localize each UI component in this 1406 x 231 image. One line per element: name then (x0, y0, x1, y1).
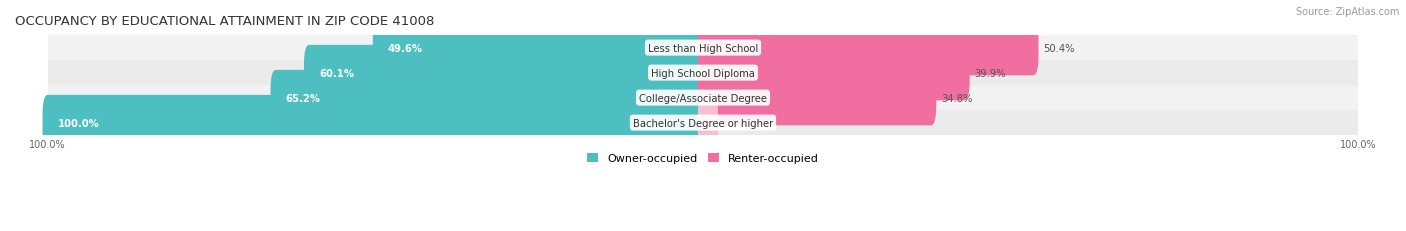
Text: 60.1%: 60.1% (319, 68, 354, 78)
FancyBboxPatch shape (697, 21, 1039, 76)
FancyBboxPatch shape (304, 46, 709, 101)
Text: Source: ZipAtlas.com: Source: ZipAtlas.com (1295, 7, 1399, 17)
Text: 0.0%: 0.0% (713, 118, 738, 128)
Text: 39.9%: 39.9% (974, 68, 1005, 78)
Text: High School Diploma: High School Diploma (651, 68, 755, 78)
FancyBboxPatch shape (270, 70, 709, 126)
FancyBboxPatch shape (697, 46, 970, 101)
Bar (48, 111, 1358, 136)
Text: Less than High School: Less than High School (648, 43, 758, 53)
Bar (48, 86, 1358, 111)
Legend: Owner-occupied, Renter-occupied: Owner-occupied, Renter-occupied (582, 149, 824, 168)
Text: 65.2%: 65.2% (285, 93, 321, 103)
Bar (48, 61, 1358, 86)
FancyBboxPatch shape (697, 70, 936, 126)
Text: 34.8%: 34.8% (941, 93, 972, 103)
Text: 50.4%: 50.4% (1043, 43, 1074, 53)
Bar (48, 36, 1358, 61)
Text: Bachelor's Degree or higher: Bachelor's Degree or higher (633, 118, 773, 128)
Text: OCCUPANCY BY EDUCATIONAL ATTAINMENT IN ZIP CODE 41008: OCCUPANCY BY EDUCATIONAL ATTAINMENT IN Z… (15, 15, 434, 28)
Text: 100.0%: 100.0% (58, 118, 100, 128)
Text: College/Associate Degree: College/Associate Degree (638, 93, 768, 103)
FancyBboxPatch shape (42, 95, 709, 151)
Text: 49.6%: 49.6% (388, 43, 423, 53)
FancyBboxPatch shape (697, 95, 718, 151)
FancyBboxPatch shape (373, 21, 709, 76)
